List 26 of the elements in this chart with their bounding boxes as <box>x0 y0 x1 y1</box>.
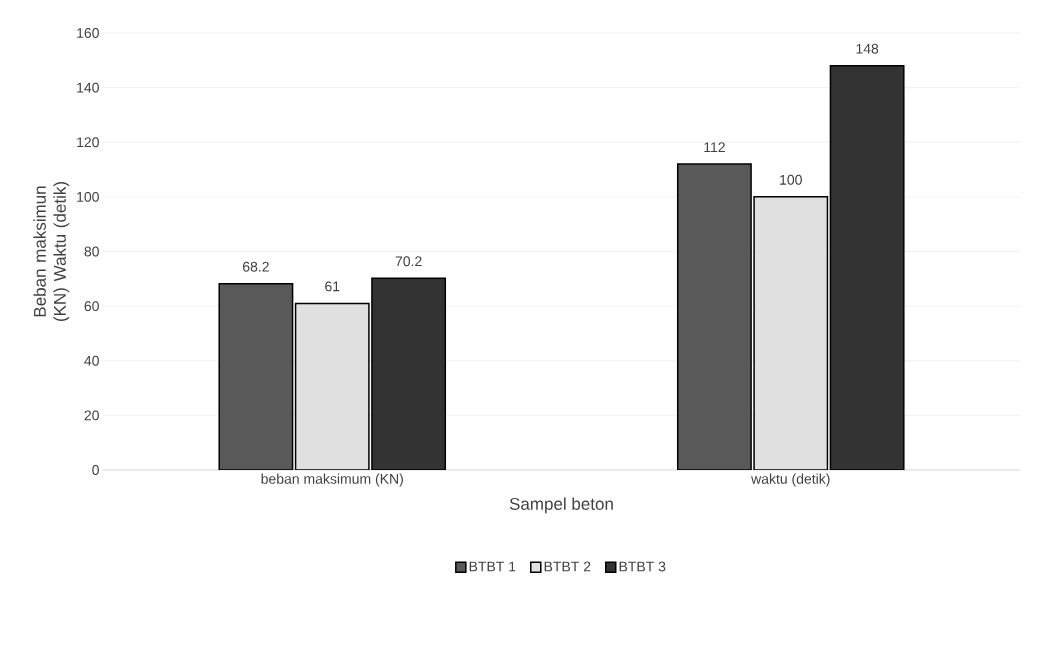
data-label: 70.2 <box>395 256 422 267</box>
data-label: 61 <box>325 281 340 292</box>
legend-label: BTBT 2 <box>544 561 591 572</box>
y-tick-label: 140 <box>77 82 99 93</box>
data-label: 112 <box>704 142 725 153</box>
x-tick-label: waktu (detik) <box>751 473 830 487</box>
y-tick-label: 60 <box>84 301 99 312</box>
bar <box>371 277 447 470</box>
legend-label: BTBT 3 <box>619 561 666 572</box>
y-tick-label: 0 <box>92 465 99 475</box>
y-axis-title: Beban maksimun (KN) Waktu (detik) <box>33 182 70 321</box>
data-label: 68.2 <box>242 261 269 272</box>
y-tick-label: 160 <box>77 28 99 38</box>
y-tick-label: 100 <box>77 191 99 202</box>
legend-label: BTBT 1 <box>469 561 516 572</box>
y-tick-label: 40 <box>84 355 99 366</box>
data-label: 100 <box>780 174 802 185</box>
x-tick-label: beban maksimum (KN) <box>261 473 403 487</box>
bar <box>676 163 752 470</box>
bar <box>829 65 905 470</box>
y-tick-label: 80 <box>84 246 99 257</box>
x-axis-title: Sampel beton <box>509 497 613 514</box>
y-tick-label: 120 <box>77 137 99 148</box>
data-label: 148 <box>856 43 879 54</box>
y-tick-label: 20 <box>84 410 99 421</box>
bar <box>218 282 294 470</box>
